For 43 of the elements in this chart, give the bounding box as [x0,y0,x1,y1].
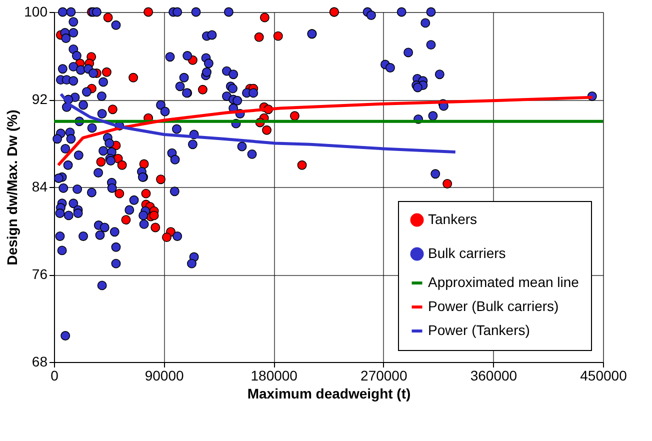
point [139,159,149,169]
y-axis-title: Design dw/Max. Dw (%) [4,110,20,266]
x-tick-label: 450000 [580,368,628,384]
point [117,160,127,170]
point [141,188,151,198]
point [102,67,112,77]
legend-label: Power (Tankers) [428,322,530,338]
point [108,104,118,114]
point [149,210,159,220]
legend-label: Approximated mean line [428,274,580,290]
legend-label: Bulk carriers [428,245,506,261]
point [128,72,138,82]
point [114,188,124,198]
legend-label: Tankers [428,211,478,227]
point [442,178,452,188]
y-tick-label: 68 [32,354,48,370]
point [254,32,264,42]
line-series [59,92,457,154]
point [198,84,208,94]
y-tick-label: 84 [32,178,48,194]
point [156,174,166,184]
point [290,111,300,121]
x-tick-label: 90000 [144,368,184,384]
point [297,160,307,170]
point [121,215,131,225]
legend-label: Power (Bulk carriers) [428,298,559,314]
point [144,7,154,17]
y-tick-label: 76 [32,266,48,282]
x-tick-label: 270000 [360,368,408,384]
x-tick-label: 360000 [470,368,518,384]
x-tick-label: 0 [50,368,59,384]
point [260,12,270,22]
x-tick-label: 180000 [250,368,298,384]
x-axis-title: Maximum deadweight (t) [247,386,411,402]
point [330,7,339,17]
y-tick-label: 92 [32,91,48,107]
point [273,31,283,41]
point [150,222,160,232]
point [162,232,172,242]
point [96,157,106,167]
point [103,12,113,22]
point [262,125,272,135]
y-tick-label: 100 [24,4,48,20]
